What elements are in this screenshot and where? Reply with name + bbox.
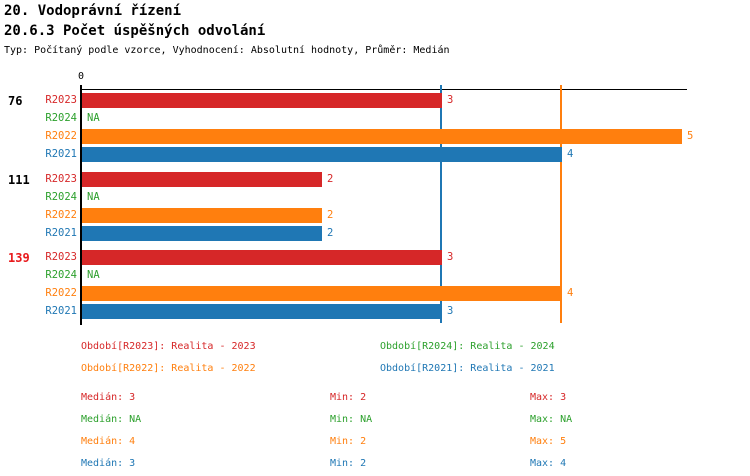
series-label-r2022: R2022	[45, 287, 77, 299]
legend-item-r2024: Období[R2024]: Realita - 2024	[380, 341, 555, 352]
report-section-title: 20. Vodoprávní řízení	[4, 3, 182, 19]
series-label-r2023: R2023	[45, 173, 77, 185]
bar-value-label: 2	[327, 173, 334, 185]
series-label-r2022: R2022	[45, 209, 77, 221]
median-reference-line-1	[560, 85, 562, 323]
bar-r2022-group-139	[82, 286, 562, 301]
series-label-r2024: R2024	[45, 191, 77, 203]
legend-item-r2021: Období[R2021]: Realita - 2021	[380, 363, 555, 374]
median-reference-line-0	[440, 85, 442, 323]
stat-max-r2023: Max: 3	[530, 392, 567, 403]
group-label: 76	[8, 94, 23, 108]
group-label: 111	[8, 173, 30, 187]
series-label-r2024: R2024	[45, 269, 77, 281]
bar-r2023-group-111	[82, 172, 322, 187]
bar-value-label: 4	[567, 287, 574, 299]
stat-max-r2024: Max: NA	[530, 414, 573, 425]
bar-value-label: 5	[687, 130, 694, 142]
stat-min-r2023: Min: 2	[330, 392, 367, 403]
stat-median-r2024: Medián: NA	[81, 414, 142, 425]
stat-median-r2021: Medián: 3	[81, 458, 136, 469]
y-axis-line	[80, 85, 82, 325]
x-axis-line	[80, 89, 687, 90]
bar-r2022-group-111	[82, 208, 322, 223]
bar-r2023-group-76	[82, 93, 442, 108]
series-label-r2024: R2024	[45, 112, 77, 124]
series-label-r2021: R2021	[45, 305, 77, 317]
bar-value-label: NA	[87, 191, 100, 203]
bar-value-label: 2	[327, 227, 334, 239]
legend-item-r2022: Období[R2022]: Realita - 2022	[81, 363, 256, 374]
stat-max-r2022: Max: 5	[530, 436, 567, 447]
bar-r2021-group-76	[82, 147, 562, 162]
bar-value-label: 3	[447, 251, 454, 263]
bar-chart: 0 76 R2023 3 R2024 NA R2022 5 R2021 4 111 R2023 2 R2…	[8, 71, 694, 325]
bar-r2022-group-76	[82, 129, 682, 144]
stat-min-r2021: Min: 2	[330, 458, 367, 469]
stat-median-r2023: Medián: 3	[81, 392, 136, 403]
bar-r2021-group-139	[82, 304, 442, 319]
bar-value-label: NA	[87, 269, 100, 281]
series-label-r2021: R2021	[45, 227, 77, 239]
chart-subtitle: Typ: Počítaný podle vzorce, Vyhodnocení:…	[4, 45, 450, 56]
series-label-r2021: R2021	[45, 148, 77, 160]
bar-value-label: NA	[87, 112, 100, 124]
bar-r2021-group-111	[82, 226, 322, 241]
bar-value-label: 2	[327, 209, 334, 221]
bar-value-label: 3	[447, 305, 454, 317]
legend: Období[R2023]: Realita - 2023 Období[R20…	[81, 341, 681, 381]
bar-value-label: 3	[447, 94, 454, 106]
stat-min-r2024: Min: NA	[330, 414, 373, 425]
x-axis-tick-label-zero: 0	[77, 71, 85, 82]
series-label-r2022: R2022	[45, 130, 77, 142]
stats-table: Medián: 3 Min: 2 Max: 3 Medián: NA Min: …	[81, 392, 741, 472]
group-label: 139	[8, 251, 30, 265]
chart-title: 20.6.3 Počet úspěšných odvolání	[4, 23, 266, 39]
stat-max-r2021: Max: 4	[530, 458, 567, 469]
bar-r2023-group-139	[82, 250, 442, 265]
stat-min-r2022: Min: 2	[330, 436, 367, 447]
legend-item-r2023: Období[R2023]: Realita - 2023	[81, 341, 256, 352]
series-label-r2023: R2023	[45, 251, 77, 263]
stat-median-r2022: Medián: 4	[81, 436, 136, 447]
bar-value-label: 4	[567, 148, 574, 160]
series-label-r2023: R2023	[45, 94, 77, 106]
